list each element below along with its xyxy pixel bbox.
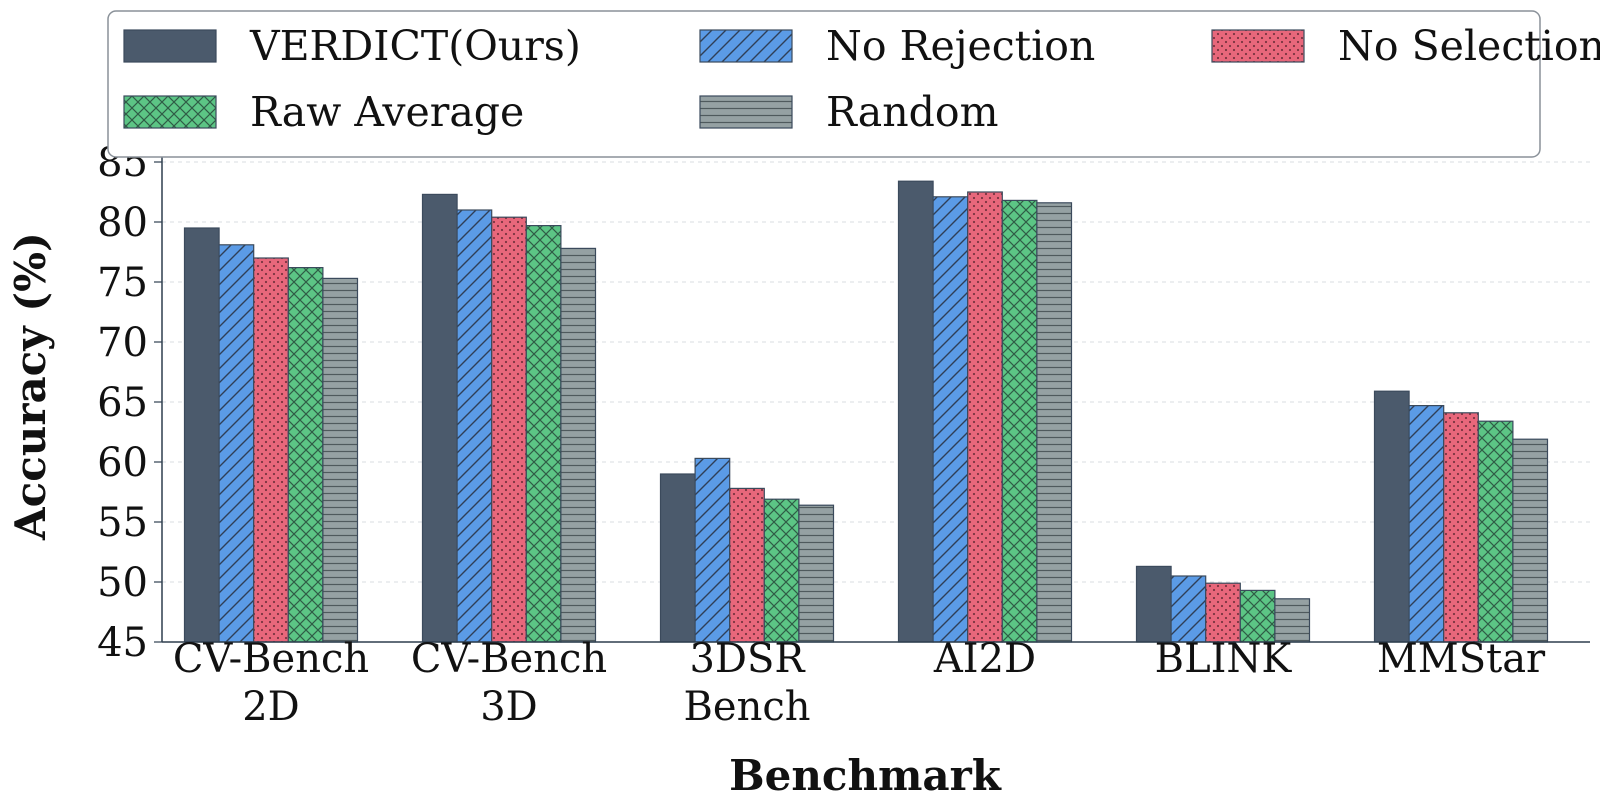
axes	[154, 150, 1590, 643]
bar-no-selection-0	[253, 257, 289, 643]
bar-no-rejection-4	[1170, 575, 1207, 643]
x-tick-label: CV-Bench	[411, 636, 607, 682]
x-tick-label: Bench	[684, 684, 811, 730]
bar-random-0	[322, 277, 359, 643]
x-tick-label: CV-Bench	[173, 636, 369, 682]
bar-no-rejection-5	[1408, 405, 1445, 643]
y-axis-title: Accuracy (%)	[6, 232, 55, 541]
legend-swatch	[123, 95, 217, 129]
y-tick-label: 60	[97, 440, 148, 486]
y-tick-label: 75	[97, 260, 148, 306]
bar-verdict-ours-3	[897, 180, 934, 643]
y-tick-label: 45	[97, 620, 148, 666]
legend-label: No Rejection	[826, 22, 1095, 70]
bar-random-1	[560, 247, 597, 643]
legend: VERDICT(Ours) No Rejection No Selection Raw…	[107, 10, 1600, 158]
bars	[183, 180, 1549, 643]
legend-label: Random	[826, 88, 998, 136]
bar-raw-average-1	[525, 225, 562, 643]
x-tick-label: BLINK	[1155, 636, 1293, 682]
x-tick-label: 2D	[242, 684, 300, 730]
bar-verdict-ours-0	[183, 227, 220, 643]
bar-no-rejection-2	[694, 457, 731, 643]
bar-no-rejection-3	[932, 196, 969, 643]
bar-raw-average-3	[1001, 199, 1038, 643]
bar-raw-average-5	[1477, 420, 1514, 643]
y-tick-label: 50	[97, 560, 148, 606]
bar-raw-average-2	[763, 498, 800, 643]
x-tick-label: MMStar	[1377, 636, 1546, 682]
bar-no-selection-1	[491, 216, 527, 643]
x-axis-title: Benchmark	[729, 751, 1002, 800]
bar-random-5	[1512, 438, 1549, 643]
bar-random-3	[1036, 202, 1073, 643]
y-tick-label: 70	[97, 320, 148, 366]
bar-random-2	[798, 504, 835, 643]
legend-label: No Selection	[1338, 22, 1600, 70]
legend-label: VERDICT(Ours)	[249, 22, 581, 70]
bar-no-selection-2	[729, 487, 765, 643]
y-tick-label: 80	[97, 200, 148, 246]
legend-swatch	[123, 29, 217, 63]
bar-verdict-ours-1	[421, 193, 458, 643]
bar-no-rejection-1	[456, 209, 493, 643]
bar-no-selection-4	[1205, 582, 1241, 643]
legend-swatch	[1211, 29, 1305, 63]
legend-label: Raw Average	[250, 88, 524, 136]
legend-box	[107, 10, 1541, 158]
bar-verdict-ours-5	[1373, 390, 1410, 643]
bar-raw-average-4	[1239, 589, 1276, 643]
legend-swatch	[699, 95, 793, 129]
bar-verdict-ours-2	[659, 473, 696, 643]
bar-raw-average-0	[287, 267, 324, 643]
bar-no-rejection-0	[218, 244, 255, 643]
x-tick-label: AI2D	[933, 636, 1036, 682]
x-tick-label: 3DSR	[689, 636, 806, 682]
bar-verdict-ours-4	[1135, 565, 1172, 643]
x-tick-label: 3D	[480, 684, 538, 730]
bar-no-selection-5	[1443, 412, 1479, 643]
legend-swatch	[699, 29, 793, 63]
y-tick-label: 55	[97, 500, 148, 546]
bar-no-selection-3	[967, 191, 1003, 643]
y-tick-label: 65	[97, 380, 148, 426]
bar-random-4	[1274, 598, 1311, 643]
